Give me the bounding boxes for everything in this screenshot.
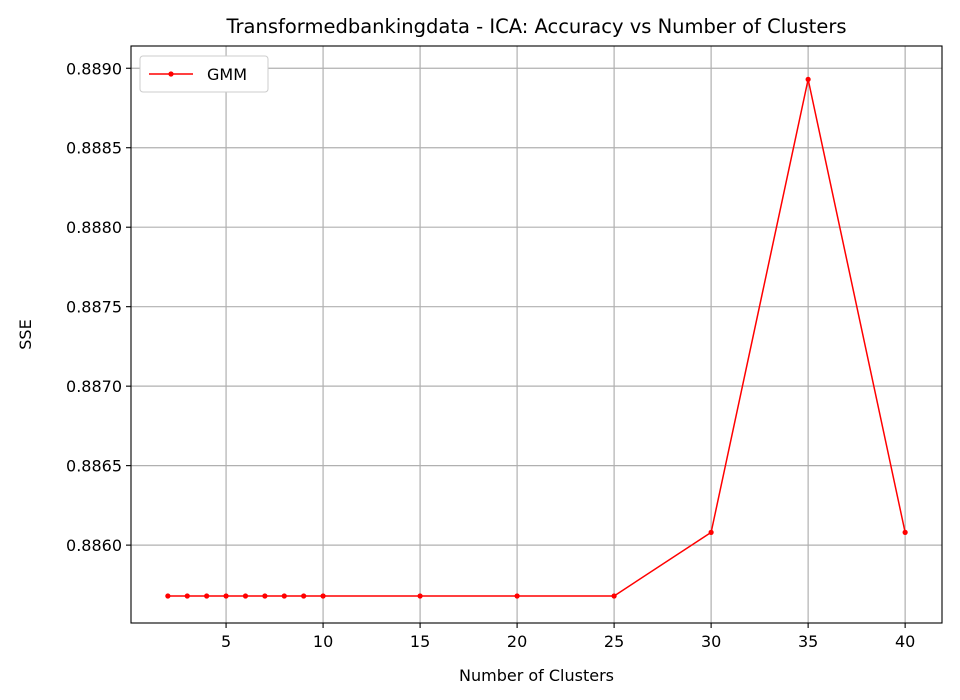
data-point (611, 593, 617, 599)
data-point (708, 529, 714, 535)
x-axis-label: Number of Clusters (459, 666, 614, 685)
data-point (204, 593, 210, 599)
data-point (417, 593, 423, 599)
data-point (223, 593, 229, 599)
x-tick-label: 30 (701, 632, 721, 651)
data-point (262, 593, 268, 599)
data-point (514, 593, 520, 599)
data-point (301, 593, 307, 599)
chart-title: Transformedbankingdata - ICA: Accuracy v… (225, 15, 846, 38)
data-point (165, 593, 171, 599)
data-point (902, 529, 908, 535)
y-tick-label: 0.8875 (66, 298, 122, 317)
x-tick-label: 5 (221, 632, 231, 651)
y-axis-label: SSE (16, 319, 35, 349)
ticks: 5 10 15 20 25 30 35 40 0.8860 0.8865 0.8870 0.8875 0… (66, 59, 915, 651)
data-point (184, 593, 190, 599)
x-tick-label: 15 (410, 632, 430, 651)
y-tick-label: 0.8890 (66, 59, 122, 78)
legend-label-gmm: GMM (207, 65, 247, 84)
data-point (320, 593, 326, 599)
x-tick-label: 35 (798, 632, 818, 651)
series-layer (165, 76, 908, 599)
legend-marker-gmm (168, 71, 174, 77)
y-tick-label: 0.8860 (66, 536, 122, 555)
y-tick-label: 0.8885 (66, 139, 122, 158)
x-tick-label: 25 (604, 632, 624, 651)
plot-frame (130, 45, 943, 624)
legend: GMM (139, 55, 269, 93)
grid (131, 46, 942, 623)
x-tick-label: 10 (313, 632, 333, 651)
plot-area (131, 46, 942, 623)
legend-box (139, 55, 269, 93)
x-tick-label: 20 (507, 632, 527, 651)
data-point (242, 593, 249, 599)
data-point (281, 593, 287, 599)
y-tick-label: 0.8880 (66, 218, 122, 237)
y-tick-label: 0.8865 (66, 457, 122, 476)
data-point (805, 76, 811, 82)
y-tick-label: 0.8870 (66, 377, 122, 396)
x-tick-label: 40 (895, 632, 915, 651)
